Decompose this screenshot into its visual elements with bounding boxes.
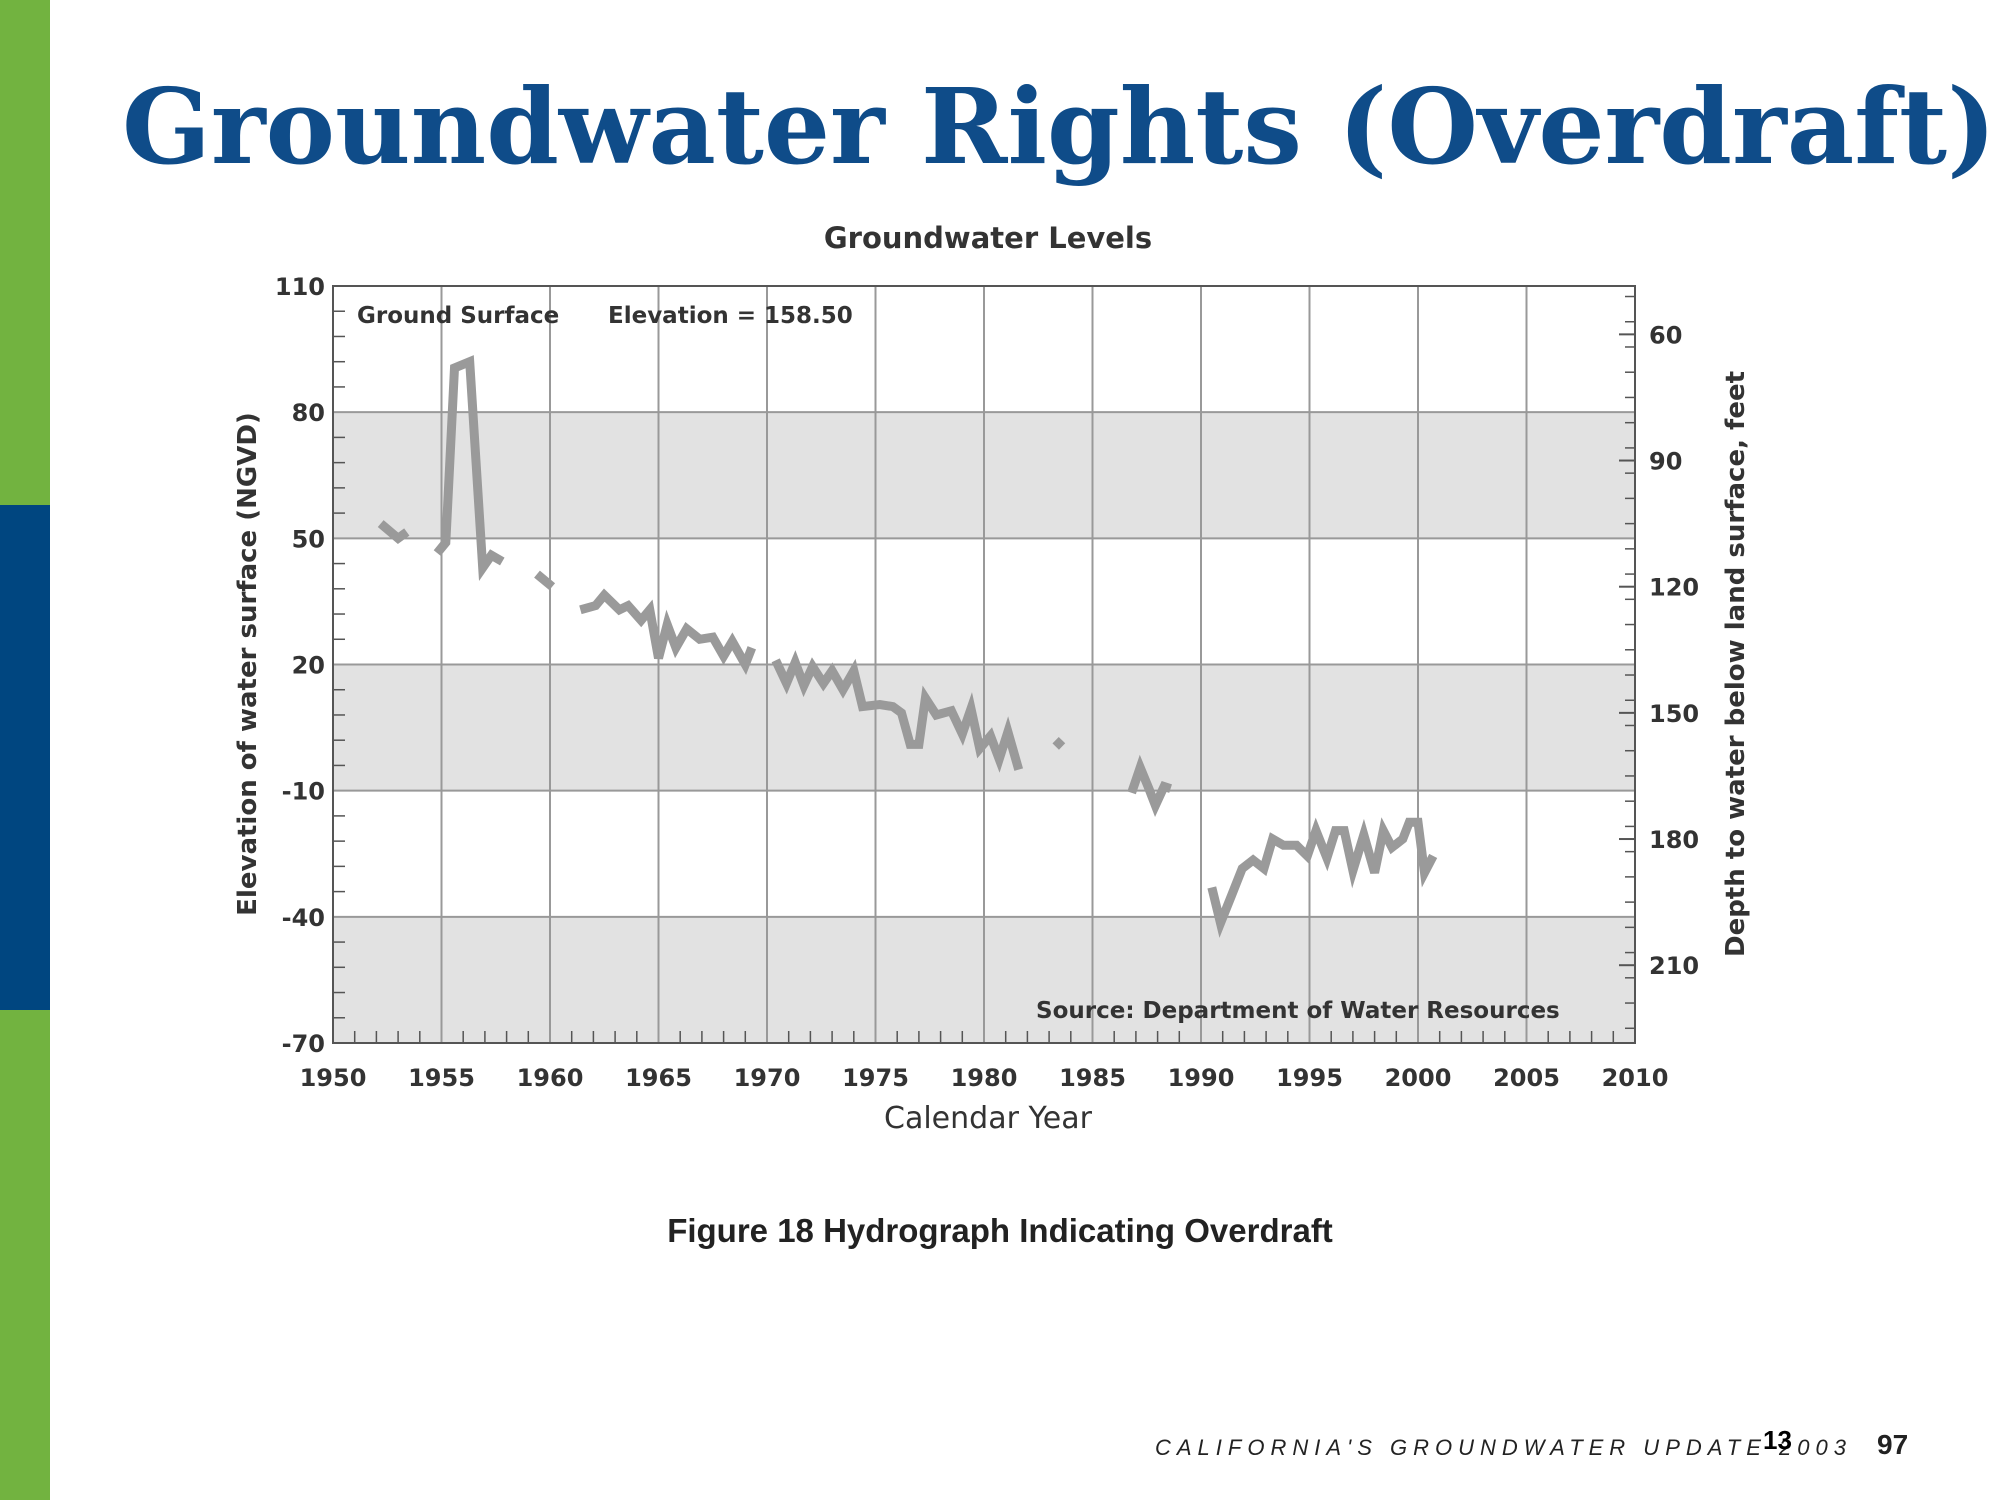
- y-tick-label: 20: [292, 652, 325, 680]
- book-page-number: 97: [1877, 1429, 1909, 1460]
- book-footer: CALIFORNIA'S GROUNDWATER UPDATE 2003: [1155, 1435, 1852, 1460]
- x-tick-label: 1950: [300, 1064, 367, 1092]
- water-level-segment: [1207, 817, 1438, 938]
- x-tick-label: 2010: [1602, 1064, 1669, 1092]
- y2-axis-label: Depth to water below land surface, feet: [1721, 371, 1751, 957]
- x-tick-label: 1990: [1168, 1064, 1235, 1092]
- water-level-segment: [377, 520, 410, 545]
- hydrograph-chart: 1950 1955 1960 1965 1970 1975 1980 1985 1990 1995…: [233, 221, 1751, 1136]
- y-tick-label: -40: [282, 904, 325, 932]
- x-tick-label: 1960: [517, 1064, 584, 1092]
- figure-caption: Figure 18 Hydrograph Indicating Overdraf…: [667, 1212, 1333, 1249]
- accent-stripe-blue: [0, 505, 50, 1010]
- x-tick-label: 1965: [625, 1064, 692, 1092]
- water-level-segment: [1052, 736, 1066, 750]
- y-tick-label: 50: [292, 525, 325, 553]
- elevation-annotation: Elevation = 158.50: [608, 303, 853, 329]
- x-tick-label: 2005: [1493, 1064, 1560, 1092]
- y-tick-label: 110: [275, 273, 325, 301]
- y2-tick-label: 150: [1649, 700, 1699, 728]
- y2-tick-label: 120: [1649, 574, 1699, 602]
- x-axis-label: Calendar Year: [884, 1101, 1093, 1136]
- x-tick-label: 1980: [951, 1064, 1018, 1092]
- y-axis-label: Elevation of water surface (NGVD): [233, 412, 263, 916]
- x-tick-label: 2000: [1385, 1064, 1452, 1092]
- water-level-segment: [1127, 754, 1172, 817]
- x-tick-label: 1985: [1059, 1064, 1126, 1092]
- chart-title: Groundwater Levels: [824, 221, 1152, 255]
- water-level-segment: [579, 588, 756, 676]
- water-level-segment: [534, 570, 556, 591]
- y2-tick-label: 180: [1649, 826, 1699, 854]
- source-annotation: Source: Department of Water Resources: [1036, 998, 1560, 1024]
- slide-number: 13: [1763, 1425, 1792, 1455]
- slide-title: Groundwater Rights (Overdraft): [122, 65, 1997, 188]
- y-tick-label: -70: [282, 1030, 325, 1058]
- plot-frame: [332, 285, 1636, 1044]
- x-tick-label: 1970: [734, 1064, 801, 1092]
- y2-tick-label: 60: [1649, 321, 1682, 349]
- y2-tick-label: 210: [1649, 952, 1699, 980]
- x-tick-label: 1955: [408, 1064, 475, 1092]
- x-tick-label: 1975: [842, 1064, 909, 1092]
- water-level-segment: [433, 355, 505, 582]
- y-tick-label: -10: [282, 778, 325, 806]
- water-level-segment: [771, 650, 1024, 773]
- ground-surface-annotation: Ground Surface: [357, 303, 559, 329]
- y-tick-label: 80: [292, 399, 325, 427]
- x-tick-label: 1995: [1276, 1064, 1343, 1092]
- y2-tick-label: 90: [1649, 448, 1682, 476]
